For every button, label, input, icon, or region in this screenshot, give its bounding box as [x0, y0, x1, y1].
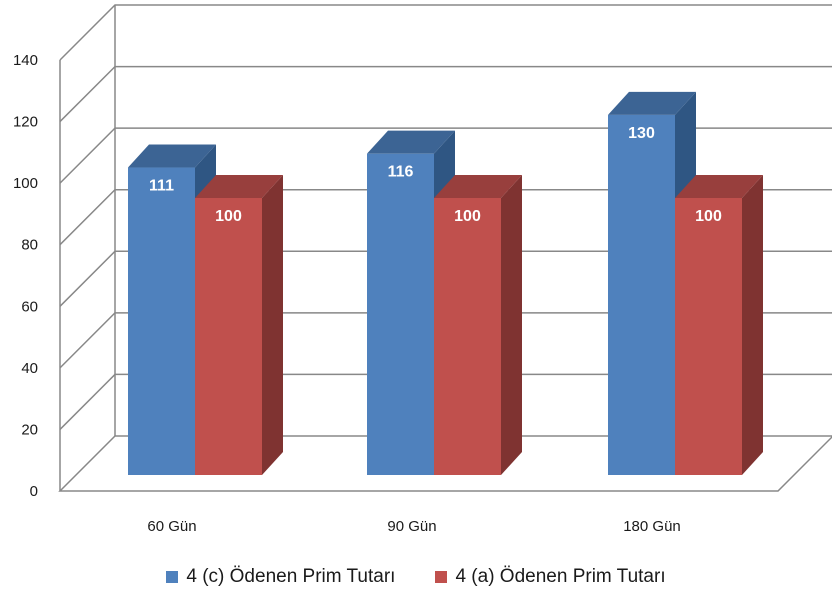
bar-2-3: 100	[675, 175, 763, 475]
data-label: 111	[149, 178, 174, 195]
bar-front	[128, 167, 195, 475]
gridlines	[59, 4, 832, 430]
bar-top	[608, 91, 696, 115]
gridline	[59, 312, 832, 369]
legend-item-series-2: 4 (a) Ödenen Prim Tutarı	[435, 566, 666, 588]
y-axis: 0 20 40 60 80 100 120 140	[13, 52, 38, 500]
x-tick-label: 60 Gün	[147, 518, 196, 535]
bar-top	[128, 144, 216, 168]
legend-swatch-series-1	[166, 571, 179, 583]
gridline	[59, 373, 832, 430]
y-tick-label: 20	[21, 421, 38, 438]
bar-chart: 0 20 40 60 80 100 120 140 111 100 116 100 130 100 60…	[13, 4, 832, 535]
gridline	[59, 188, 832, 246]
bar-2-1: 100	[195, 175, 283, 475]
y-tick-label: 40	[21, 360, 38, 377]
legend: 4 (c) Ödenen Prim Tutarı 4 (a) Ödenen Pr…	[0, 566, 832, 588]
bar-front	[675, 198, 742, 475]
bar-front	[367, 153, 434, 475]
bar-front	[434, 198, 501, 475]
y-tick-label: 0	[30, 483, 38, 500]
chart-walls	[58, 5, 832, 492]
legend-label-series-1: 4 (c) Ödenen Prim Tutarı	[186, 566, 396, 587]
legend-item-series-1: 4 (c) Ödenen Prim Tutarı	[166, 566, 395, 588]
bar-top	[434, 175, 522, 198]
y-tick-label: 140	[13, 52, 38, 69]
bar-top	[367, 130, 455, 154]
bar-front	[195, 198, 262, 475]
bar-top	[675, 175, 763, 198]
bar-top	[195, 175, 283, 198]
data-label: 100	[454, 208, 481, 225]
gridline	[59, 250, 832, 307]
y-tick-label: 100	[13, 175, 38, 192]
x-tick-label: 180 Gün	[623, 518, 681, 535]
data-label: 130	[628, 125, 655, 142]
gridline	[59, 65, 832, 123]
bar-side	[262, 175, 283, 475]
y-tick-label: 60	[21, 298, 38, 315]
bar-front	[608, 114, 675, 476]
data-label: 116	[388, 164, 414, 181]
bar-2-2: 100	[434, 175, 522, 475]
bar-side	[742, 175, 763, 475]
bars: 111 100 116 100 130 100	[128, 91, 763, 476]
legend-label-series-2: 4 (a) Ödenen Prim Tutarı	[455, 566, 666, 587]
x-tick-label: 90 Gün	[387, 518, 436, 535]
y-tick-label: 80	[21, 237, 38, 254]
gridline	[59, 127, 832, 184]
legend-swatch-series-2	[435, 571, 448, 583]
gridline	[59, 4, 832, 61]
y-tick-label: 120	[13, 114, 38, 131]
floor	[58, 435, 832, 492]
data-label: 100	[215, 208, 242, 225]
bar-side	[501, 175, 522, 475]
data-label: 100	[695, 208, 722, 225]
x-axis: 60 Gün 90 Gün 180 Gün	[147, 518, 680, 535]
